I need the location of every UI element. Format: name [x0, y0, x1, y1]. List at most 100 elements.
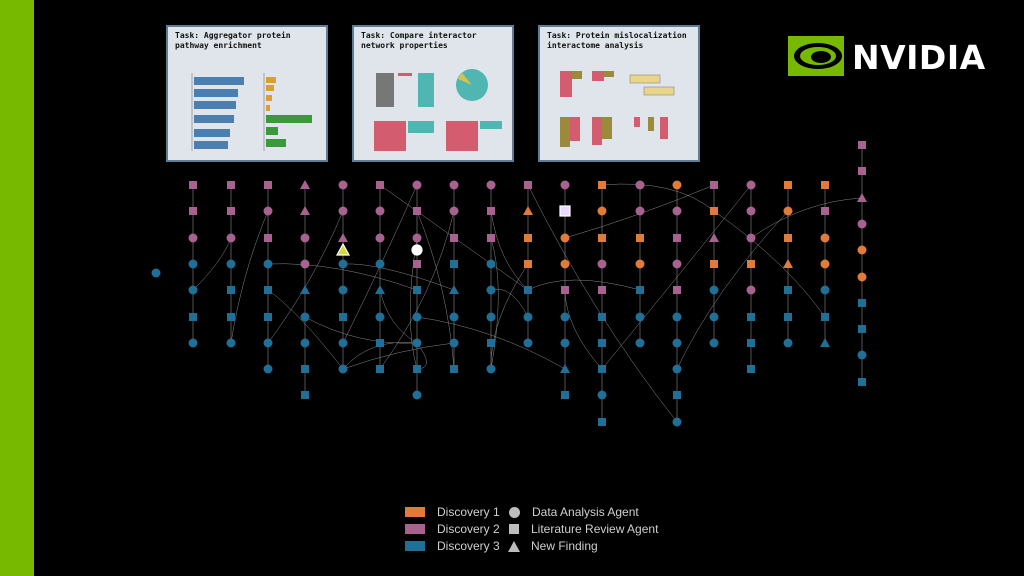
data-analysis-node [709, 285, 719, 295]
data-analysis-node [338, 180, 348, 190]
graph-edge [416, 316, 566, 370]
literature-review-node [301, 391, 309, 399]
literature-review-node [189, 313, 197, 321]
data-analysis-node [375, 259, 385, 269]
new-finding-node [523, 206, 533, 215]
literature-review-node [227, 313, 235, 321]
data-analysis-node [857, 245, 867, 255]
legend-label: Discovery 2 [437, 522, 500, 536]
graph-edge [490, 237, 499, 370]
data-analysis-node [449, 338, 459, 348]
data-analysis-node [560, 338, 570, 348]
data-analysis-node [226, 338, 236, 348]
literature-review-node [561, 286, 569, 294]
legend-discovery-1: Discovery 1 [405, 504, 500, 520]
data-analysis-node [635, 180, 645, 190]
data-analysis-node [226, 233, 236, 243]
data-analysis-node [820, 233, 830, 243]
data-analysis-node [857, 350, 867, 360]
data-analysis-node [486, 259, 496, 269]
data-analysis-node [338, 364, 348, 374]
data-analysis-node [857, 219, 867, 229]
literature-review-node [376, 339, 384, 347]
legend-literature-review-agent: Literature Review Agent [509, 521, 658, 537]
data-analysis-node [672, 259, 682, 269]
data-analysis-node [560, 180, 570, 190]
legend-new-finding: New Finding [508, 538, 598, 554]
data-analysis-node [412, 390, 422, 400]
data-analysis-node [375, 206, 385, 216]
literature-review-node [858, 141, 866, 149]
literature-review-node [858, 167, 866, 175]
literature-review-node [784, 286, 792, 294]
data-analysis-node [486, 312, 496, 322]
literature-review-node [747, 260, 755, 268]
new-finding-node [783, 259, 793, 268]
literature-review-node [413, 286, 421, 294]
legend-label: Discovery 1 [437, 505, 500, 519]
literature-review-node [524, 260, 532, 268]
data-analysis-node [226, 259, 236, 269]
graph-edge [750, 197, 863, 239]
literature-review-node [524, 181, 532, 189]
data-analysis-node [338, 338, 348, 348]
literature-review-node [598, 339, 606, 347]
literature-review-node [487, 207, 495, 215]
graph-edge [676, 210, 789, 370]
graph-edge [601, 183, 715, 212]
data-analysis-node [412, 312, 422, 322]
data-analysis-node [635, 206, 645, 216]
data-analysis-node [672, 338, 682, 348]
literature-review-node [821, 181, 829, 189]
data-analysis-node [151, 268, 161, 278]
data-analysis-node [263, 259, 273, 269]
literature-review-node [189, 181, 197, 189]
new-finding-node [300, 285, 310, 294]
graph-edge [379, 210, 455, 370]
data-analysis-node [560, 259, 570, 269]
literature-review-node [450, 234, 458, 242]
literature-review-node [413, 260, 421, 268]
data-analysis-node [188, 338, 198, 348]
data-analysis-node [523, 312, 533, 322]
data-analysis-node [746, 233, 756, 243]
new-finding-node [820, 338, 830, 347]
graph-edge [527, 184, 678, 423]
data-analysis-node [635, 259, 645, 269]
literature-review-node [710, 181, 718, 189]
data-analysis-node [263, 364, 273, 374]
data-analysis-node [188, 233, 198, 243]
graph-edge [267, 210, 344, 344]
graph-edge [490, 210, 529, 291]
new-finding-node [449, 285, 459, 294]
literature-review-node [858, 299, 866, 307]
literature-review-node [598, 234, 606, 242]
literature-review-node [598, 365, 606, 373]
data-analysis-node [857, 272, 867, 282]
legend-discovery-3: Discovery 3 [405, 538, 500, 554]
data-analysis-node [263, 206, 273, 216]
data-analysis-node [597, 206, 607, 216]
data-analysis-node [746, 180, 756, 190]
literature-review-node [598, 418, 606, 426]
data-analysis-node [188, 259, 198, 269]
legend-discovery-2: Discovery 2 [405, 521, 500, 537]
literature-review-node [673, 286, 681, 294]
data-analysis-node [486, 285, 496, 295]
discovery-1-swatch [405, 507, 425, 517]
graph-edge [490, 288, 529, 318]
data-analysis-node [597, 259, 607, 269]
data-analysis-node [523, 338, 533, 348]
data-analysis-node [820, 285, 830, 295]
new-finding-node [375, 285, 385, 294]
discovery-2-swatch [405, 524, 425, 534]
graph-edge [304, 316, 418, 344]
data-analysis-node [783, 338, 793, 348]
data-analysis-node [300, 259, 310, 269]
data-analysis-node [709, 338, 719, 348]
literature-review-node [598, 286, 606, 294]
data-analysis-node [486, 364, 496, 374]
card-title: Task: Compare interactor network propert… [361, 31, 477, 50]
graph-edge [267, 289, 344, 370]
task-card-aggregator: Task: Aggregator protein pathway enrichm… [166, 25, 328, 162]
